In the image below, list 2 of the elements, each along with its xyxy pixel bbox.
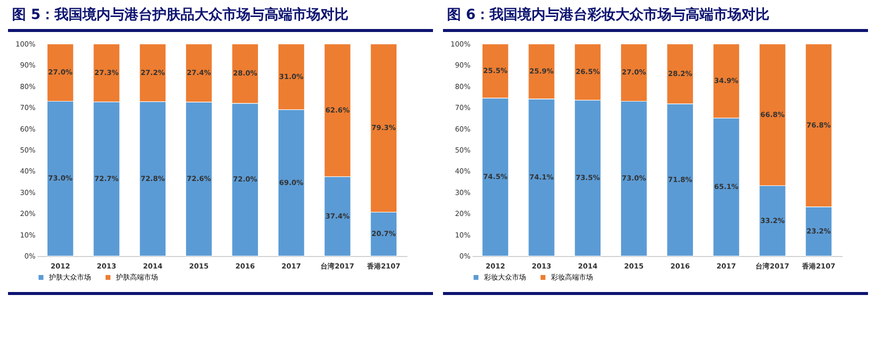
chart-title: 图 6：我国境内与港台彩妆大众市场与高端市场对比	[443, 4, 868, 32]
chart-title: 图 5：我国境内与港台护肤品大众市场与高端市场对比	[8, 4, 433, 32]
